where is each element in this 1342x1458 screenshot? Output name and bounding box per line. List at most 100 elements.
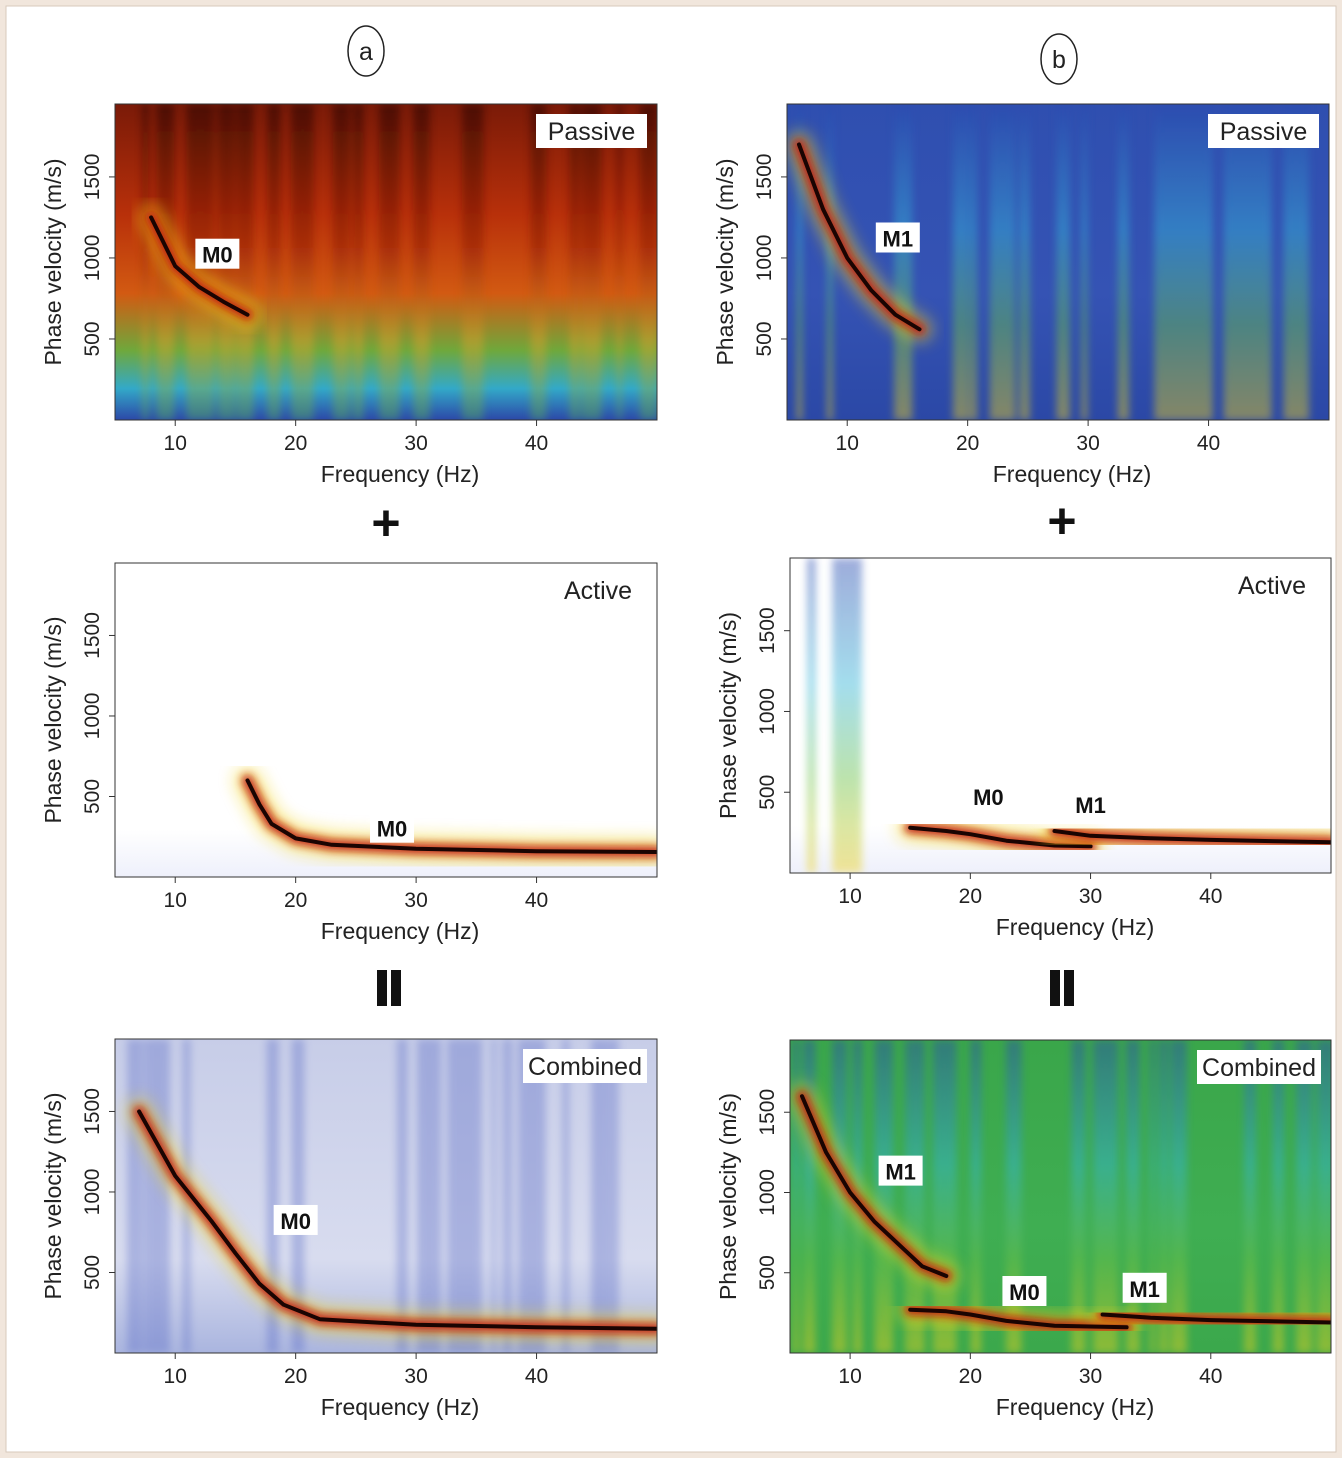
x-tick-label: 20 (959, 885, 982, 908)
x-tick-label: 20 (284, 432, 307, 455)
y-axis-label: Phase velocity (m/s) (712, 158, 738, 365)
panel-title-box: Active (564, 577, 632, 605)
mode-ridges (234, 767, 657, 865)
mode-m0-curve (137, 1109, 657, 1331)
mode-ridges (787, 131, 933, 343)
y-axis-label: Phase velocity (m/s) (40, 1092, 66, 1299)
texture-stripes (796, 104, 1310, 420)
panel-title-box: Combined (523, 1049, 647, 1083)
mode-m1-curve (1052, 829, 1331, 845)
y-tick-label: 500 (753, 321, 776, 356)
mode-label-m0: M0 (195, 238, 240, 269)
panel-title: Passive (1220, 118, 1308, 146)
panel-b-active: Active 10 20 30 40 500 1000 1500 Frequency (Hz) P… (715, 557, 1332, 940)
x-tick-label: 30 (1079, 885, 1102, 908)
y-tick-label: 1500 (753, 154, 776, 201)
mode-label-m0: M0 (370, 812, 415, 843)
mode-label-m0: M0 (966, 781, 1011, 812)
x-tick-label: 30 (1079, 1365, 1102, 1388)
y-tick-label: 500 (81, 1255, 104, 1290)
x-tick-label: 40 (1197, 432, 1220, 455)
mode-label-m0: M0 (1002, 1276, 1047, 1307)
x-tick-label: 40 (1199, 1365, 1222, 1388)
mode-label-m1: M1 (875, 222, 920, 253)
mode-label-text: M0 (1009, 1280, 1040, 1305)
panel-a-combined: Combined 10 20 30 40 500 1000 1500 Frequency (Hz… (40, 1038, 658, 1420)
x-tick-label: 40 (1199, 885, 1222, 908)
y-tick-label: 1500 (81, 154, 104, 201)
x-tick-label: 20 (284, 889, 307, 912)
y-tick-label: 1000 (756, 688, 779, 735)
plot-frame (114, 562, 658, 878)
plot-frame (114, 103, 658, 421)
x-axis-label: Frequency (Hz) (321, 461, 479, 487)
mode-ridges (138, 204, 261, 328)
plot-frame (789, 1039, 1332, 1354)
y-tick-label: 1500 (756, 1089, 779, 1136)
panel-a-active: Active 10 20 30 40 500 1000 1500 Frequency (Hz) P… (40, 562, 658, 944)
mode-ridges (126, 1098, 657, 1342)
y-axis-label: Phase velocity (m/s) (715, 1093, 741, 1300)
mode-label-m0: M0 (273, 1204, 318, 1235)
x-axis-label: Frequency (Hz) (996, 1394, 1154, 1420)
mode-label-text: M0 (202, 243, 233, 268)
panel-title-box: Passive (1208, 114, 1319, 148)
mode-label-m1: M1 (1068, 789, 1113, 820)
x-tick-label: 20 (959, 1365, 982, 1388)
y-tick-label: 500 (756, 1255, 779, 1290)
panel-title: Active (564, 577, 632, 605)
plus-operator-b: + (1047, 493, 1076, 549)
y-tick-label: 1500 (81, 1088, 104, 1135)
panel-title-box: Passive (536, 114, 647, 148)
x-tick-label: 10 (838, 1365, 861, 1388)
y-tick-label: 500 (81, 321, 104, 356)
y-tick-label: 500 (81, 779, 104, 814)
x-tick-label: 20 (284, 1365, 307, 1388)
y-tick-label: 1000 (81, 235, 104, 282)
x-tick-label: 40 (525, 889, 548, 912)
x-tick-label: 30 (404, 1365, 427, 1388)
x-tick-label: 10 (164, 889, 187, 912)
y-tick-label: 500 (756, 775, 779, 810)
y-tick-label: 1000 (753, 235, 776, 282)
x-axis-label: Frequency (Hz) (993, 461, 1151, 487)
mode-label-text: M1 (1129, 1277, 1160, 1302)
panels: Passive 10 20 30 40 500 1000 1500 Frequency (Hz)… (40, 103, 1332, 1420)
mode-label-text: M0 (377, 817, 408, 842)
x-tick-label: 30 (404, 432, 427, 455)
plus-operator-a: + (371, 495, 400, 551)
column-label-b: b (1040, 33, 1078, 85)
y-axis-label: Phase velocity (m/s) (715, 612, 741, 819)
mode-m0-curve (245, 778, 657, 854)
heatmap-area (790, 558, 1331, 873)
x-tick-label: 10 (164, 1365, 187, 1388)
heatmap-area (115, 1039, 657, 1353)
plot-frame (114, 1038, 658, 1354)
x-tick-label: 30 (404, 889, 427, 912)
plot-frame (789, 557, 1332, 874)
mode-m0-curve (908, 825, 1093, 849)
panel-title: Active (1238, 572, 1306, 600)
mode-m0-curve (149, 215, 250, 317)
panel-title-box: Combined (1197, 1050, 1321, 1084)
x-axis-label: Frequency (Hz) (321, 1394, 479, 1420)
x-tick-label: 10 (838, 885, 861, 908)
x-tick-label: 20 (956, 432, 979, 455)
y-tick-label: 1000 (756, 1169, 779, 1216)
panel-title: Passive (548, 118, 636, 146)
y-axis-label: Phase velocity (m/s) (40, 616, 66, 823)
mode-label-text: M1 (1075, 793, 1106, 818)
mode-label-text: M0 (973, 785, 1004, 810)
panel-b-passive: Passive 10 20 30 40 500 1000 1500 Frequency (Hz)… (712, 103, 1330, 487)
y-axis-label: Phase velocity (m/s) (40, 158, 66, 365)
heatmap-area (787, 104, 1329, 420)
y-tick-label: 1000 (81, 1169, 104, 1216)
x-tick-label: 10 (164, 432, 187, 455)
x-axis-label: Frequency (Hz) (996, 914, 1154, 940)
column-label-b-text: b (1052, 46, 1066, 74)
equals-operator-b (1050, 970, 1074, 1006)
x-tick-label: 10 (836, 432, 859, 455)
panel-a-passive: Passive 10 20 30 40 500 1000 1500 Frequency (Hz)… (40, 103, 658, 487)
mode-label-m1: M1 (878, 1155, 923, 1186)
